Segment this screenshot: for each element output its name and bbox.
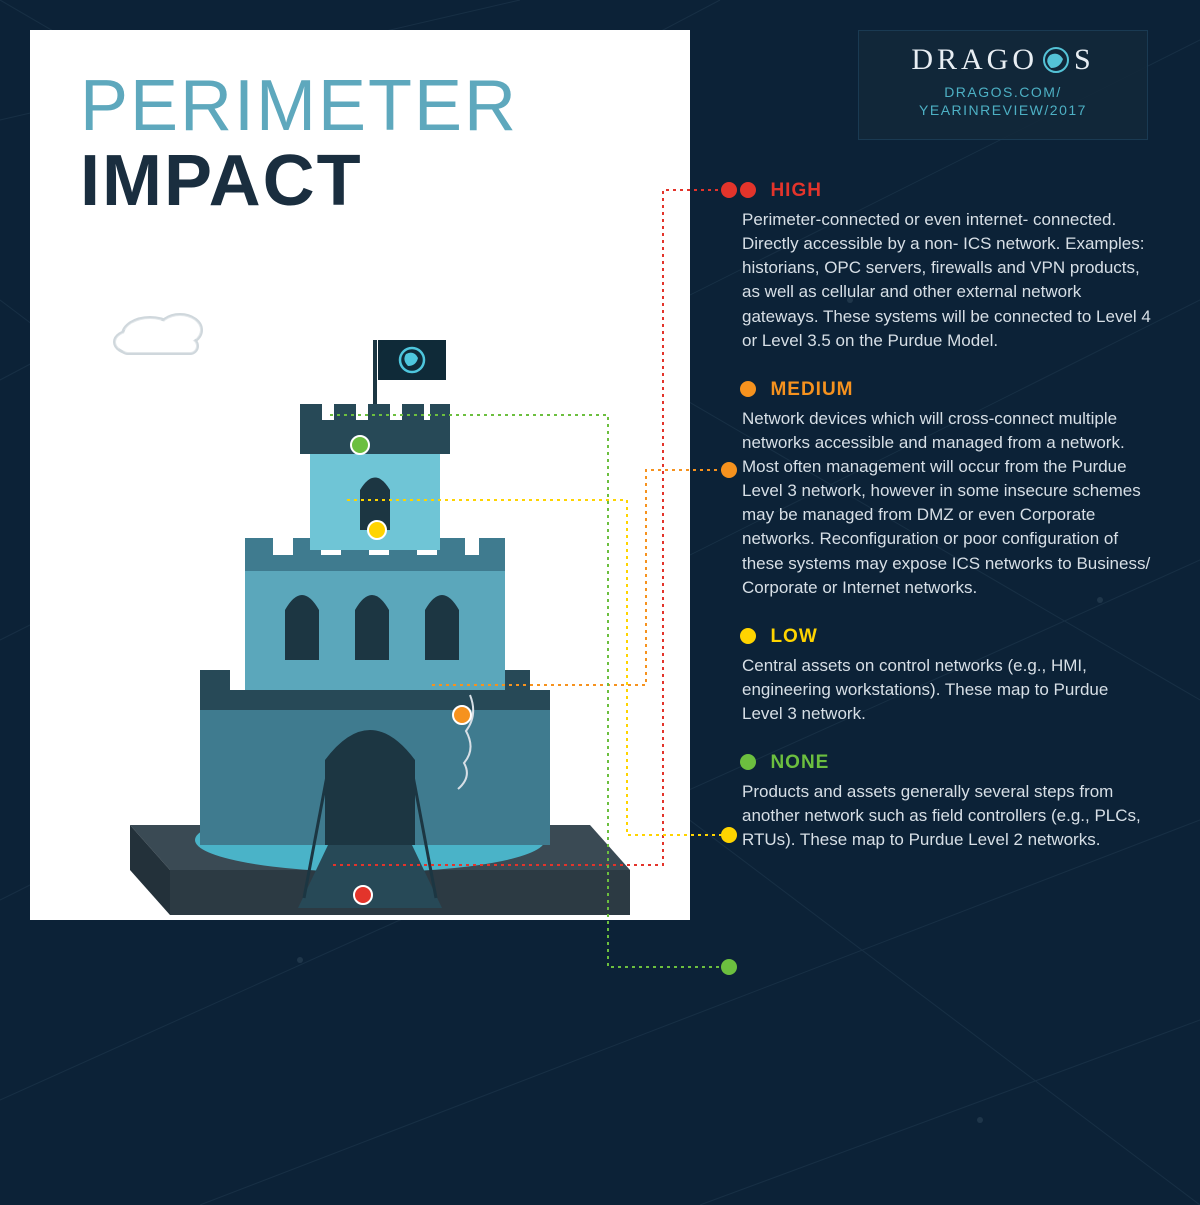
level-body-medium: Network devices which will cross-connect…: [740, 407, 1152, 600]
level-low: LOW Central assets on control networks (…: [740, 626, 1152, 726]
level-title-high: HIGH: [770, 180, 822, 201]
castle-illustration: [90, 300, 650, 940]
level-high: HIGH Perimeter-connected or even interne…: [740, 180, 1152, 353]
level-dot-high: [740, 182, 756, 198]
level-title-medium: MEDIUM: [770, 379, 853, 400]
title-line-1: PERIMETER: [80, 70, 640, 142]
level-dot-low: [740, 628, 756, 644]
title-line-2: IMPACT: [80, 142, 640, 221]
level-dot-medium: [740, 381, 756, 397]
dragon-icon: [1042, 46, 1070, 74]
level-title-low: LOW: [770, 626, 817, 647]
brand-box: DRAGO S DRAGOS.COM/ YEARINREVIEW/2017: [858, 30, 1148, 140]
level-title-none: NONE: [770, 752, 829, 773]
level-body-high: Perimeter-connected or even internet- co…: [740, 208, 1152, 353]
main-panel: PERIMETER IMPACT: [30, 30, 690, 920]
level-body-none: Products and assets generally several st…: [740, 780, 1152, 852]
level-dot-none: [740, 754, 756, 770]
brand-name-part1: DRAGO: [911, 43, 1038, 77]
level-body-low: Central assets on control networks (e.g.…: [740, 654, 1152, 726]
levels-column: HIGH Perimeter-connected or even interne…: [740, 180, 1152, 879]
level-none: NONE Products and assets generally sever…: [740, 752, 1152, 852]
brand-url: DRAGOS.COM/ YEARINREVIEW/2017: [859, 83, 1147, 119]
brand-logo: DRAGO S: [859, 43, 1147, 77]
level-medium: MEDIUM Network devices which will cross-…: [740, 379, 1152, 600]
brand-name-part2: S: [1074, 43, 1095, 77]
